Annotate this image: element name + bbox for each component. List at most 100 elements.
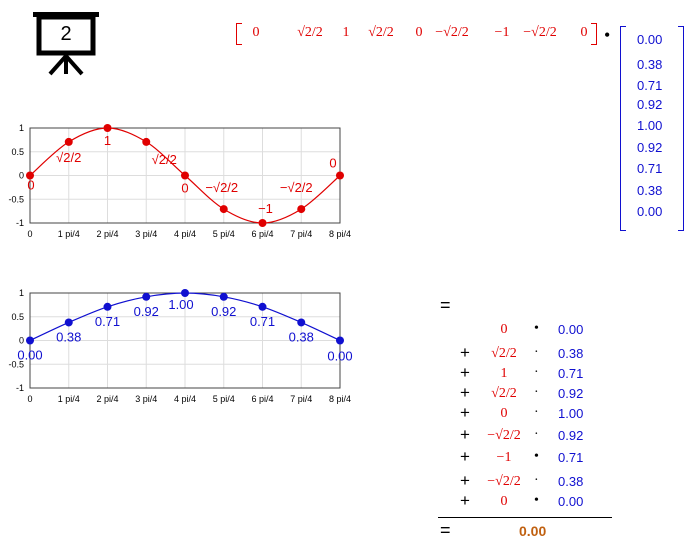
data-point [219, 292, 228, 301]
sum-left-term: −√2/2 [487, 474, 521, 489]
data-label: 0.38 [56, 329, 81, 344]
sum-right-term: 0.00 [558, 322, 584, 337]
sum-dot: · [534, 385, 539, 400]
sum-dot: • [534, 449, 539, 464]
data-label: −√2/2 [280, 180, 313, 195]
x-tick-label: 1 pi/4 [58, 394, 80, 404]
y-tick-label: 0 [19, 336, 24, 346]
data-label: 0.71 [95, 314, 120, 329]
data-point [103, 124, 112, 132]
y-tick-label: -1 [16, 218, 24, 228]
data-label: 0.92 [211, 304, 236, 319]
x-tick-label: 8 pi/4 [329, 394, 351, 404]
data-label: 0.00 [17, 348, 42, 363]
sum-operator: + [460, 403, 470, 422]
row-vector-entry: 0 [580, 25, 588, 40]
presentation-icon: 2 [30, 8, 104, 76]
x-tick-label: 5 pi/4 [213, 229, 235, 239]
data-label: 0 [329, 156, 336, 171]
data-label: 1.00 [168, 297, 193, 312]
sum-operator: + [460, 471, 470, 490]
sum-dot: · [534, 405, 539, 420]
data-point [103, 302, 112, 311]
sum-right-term: 0.92 [558, 428, 584, 443]
row-vector-right-bracket [591, 23, 597, 45]
sum-left-term: 0 [500, 406, 508, 421]
sum-operator: + [460, 425, 470, 444]
data-label: −1 [258, 201, 273, 216]
x-tick-label: 6 pi/4 [251, 229, 273, 239]
data-point [336, 336, 344, 345]
data-point [181, 171, 189, 180]
x-tick-label: 7 pi/4 [290, 229, 312, 239]
data-label: −√2/2 [205, 180, 238, 195]
data-point [64, 137, 73, 146]
data-point [258, 219, 267, 227]
y-tick-label: -0.5 [8, 359, 24, 369]
equals-sign-top: = [440, 295, 451, 315]
sine-chart: 0 1 pi/4 2 pi/4 3 pi/4 4 pi/4 5 pi/4 6 pi/4 7 p… [8, 123, 351, 239]
x-tick-label: 0 [27, 394, 32, 404]
row-vector-entry: √2/2 [368, 25, 394, 40]
sum-right-term: 0.38 [558, 346, 584, 361]
y-tick-label: 1 [19, 123, 24, 133]
column-vector-entry: 0.71 [637, 161, 663, 176]
column-vector-entry: 0.38 [637, 183, 663, 198]
y-tick-label: 0.5 [11, 312, 24, 322]
sum-dot: · [534, 473, 539, 488]
sum-dot: • [534, 493, 539, 508]
data-label: 1 [104, 133, 111, 148]
sum-dot: · [534, 365, 539, 380]
sum-dot: · [534, 427, 539, 442]
sum-left-term: 1 [500, 366, 508, 381]
data-point [26, 336, 34, 345]
data-label: 0 [181, 181, 188, 196]
x-tick-label: 0 [27, 229, 32, 239]
row-vector-entry: −√2/2 [523, 25, 557, 40]
column-vector-entry: 0.00 [637, 204, 663, 219]
sum-left-term: √2/2 [491, 346, 517, 361]
row-vector-entry: 0 [252, 25, 260, 40]
sum-right-term: 0.38 [558, 474, 584, 489]
slide-number-badge: 2 [60, 23, 72, 45]
x-tick-label: 5 pi/4 [213, 394, 235, 404]
sum-operator: + [460, 491, 470, 510]
x-tick-label: 8 pi/4 [329, 229, 351, 239]
sum-left-term: 0 [500, 322, 508, 337]
sum-right-term: 0.71 [558, 450, 584, 465]
sum-dot: · [534, 345, 539, 360]
sum-left-term: −√2/2 [487, 428, 521, 443]
sum-left-term: −1 [496, 450, 512, 465]
result-value: 0.00 [519, 523, 547, 539]
equals-sign-bottom: = [440, 520, 451, 540]
y-tick-label: -0.5 [8, 194, 24, 204]
column-vector-entry: 0.00 [637, 32, 663, 47]
sum-operator: + [460, 343, 470, 362]
data-label: √2/2 [152, 152, 177, 167]
x-tick-label: 1 pi/4 [58, 229, 80, 239]
window-chart: 0 1 pi/4 2 pi/4 3 pi/4 4 pi/4 5 pi/4 6 pi/4 7 p… [8, 288, 352, 404]
row-vector-entry: √2/2 [297, 25, 323, 40]
sum-dot: • [534, 321, 539, 336]
column-vector-entry: 1.00 [637, 118, 663, 133]
column-vector-entry: 0.71 [637, 78, 663, 93]
data-label: 0.00 [327, 349, 352, 364]
data-label: 0.92 [134, 304, 159, 319]
row-vector-left-bracket [236, 23, 242, 45]
sum-right-term: 0.71 [558, 366, 584, 381]
data-label: 0.71 [250, 314, 275, 329]
data-label: √2/2 [56, 150, 81, 165]
data-point [297, 205, 306, 214]
y-tick-label: 1 [19, 288, 24, 298]
sum-operator: + [460, 383, 470, 402]
column-vector-entry: 0.92 [637, 140, 663, 155]
row-vector-entry: −√2/2 [435, 25, 469, 40]
row-vector-entry: 1 [342, 25, 350, 40]
data-point [181, 289, 189, 297]
sum-left-term: 0 [500, 494, 508, 509]
x-tick-label: 7 pi/4 [290, 394, 312, 404]
data-point [297, 318, 306, 327]
sum-right-term: 0.00 [558, 494, 584, 509]
data-label: 0.38 [289, 329, 314, 344]
x-tick-label: 4 pi/4 [174, 229, 196, 239]
